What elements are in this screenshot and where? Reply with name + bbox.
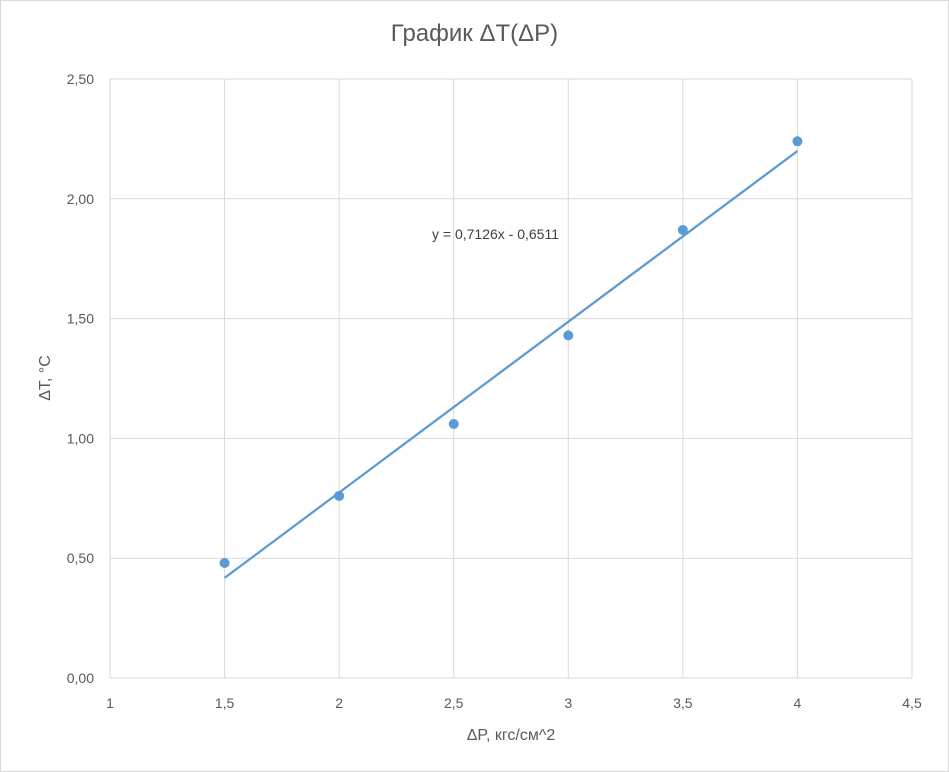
y-tick-label: 1,50 [67,311,94,327]
trendline-layer [223,150,799,579]
data-point [219,557,230,568]
y-tick-label: 0,00 [67,670,94,686]
x-tick-label: 2,5 [444,695,464,711]
x-tick-label: 4 [794,695,802,711]
y-tick-label: 1,00 [67,430,94,446]
data-point [334,490,345,501]
x-tick-label: 1 [106,695,114,711]
chart-title: График ΔT(ΔP) [390,20,559,47]
gridlines [109,78,913,679]
y-tick-label: 2,50 [67,71,94,87]
trendline [223,150,799,579]
x-axis-ticks: 1 1,5 2 2,5 3 3,5 4 4,5 [106,695,922,711]
x-tick-label: 3,5 [673,695,693,711]
data-point [563,330,574,341]
data-point [448,419,459,430]
x-tick-label: 1,5 [215,695,235,711]
x-tick-label: 3 [564,695,572,711]
x-tick-label: 2 [335,695,343,711]
y-tick-label: 0,50 [67,550,94,566]
y-tick-label: 2,00 [67,191,94,207]
data-points [219,136,803,568]
x-axis-label: ΔP, кгс/см^2 [467,727,556,744]
x-tick-label: 4,5 [902,695,922,711]
y-axis-ticks: 0,00 0,50 1,00 1,50 2,00 2,50 [67,71,94,686]
data-point [792,136,803,147]
data-point [677,224,688,235]
trendline-equation: y = 0,7126x - 0,6511 [432,226,559,242]
y-axis-label: ΔT, °C [37,355,54,401]
